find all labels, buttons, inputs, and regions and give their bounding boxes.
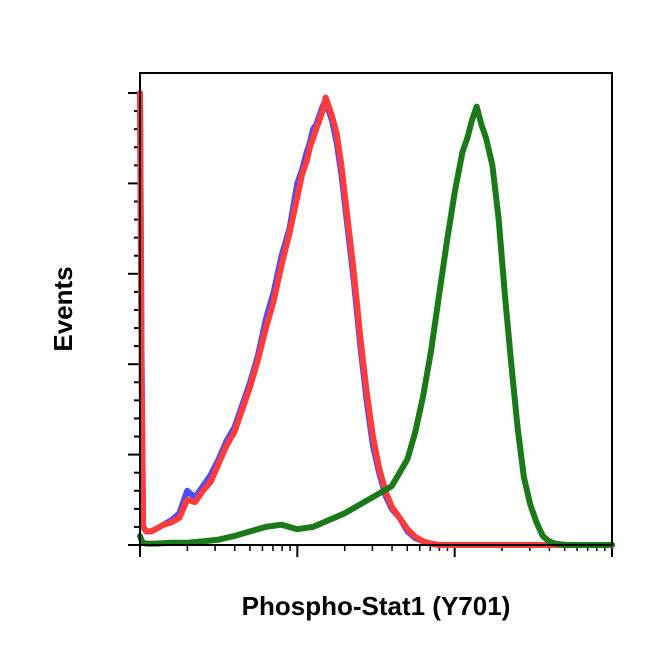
series-layer (137, 90, 615, 548)
plot-frame (139, 72, 613, 546)
series-line-2 (137, 90, 615, 548)
series-line-3 (137, 103, 615, 548)
x-axis-title: Phospho-Stat1 (Y701) (242, 591, 511, 621)
y-axis-title: Events (48, 266, 78, 351)
